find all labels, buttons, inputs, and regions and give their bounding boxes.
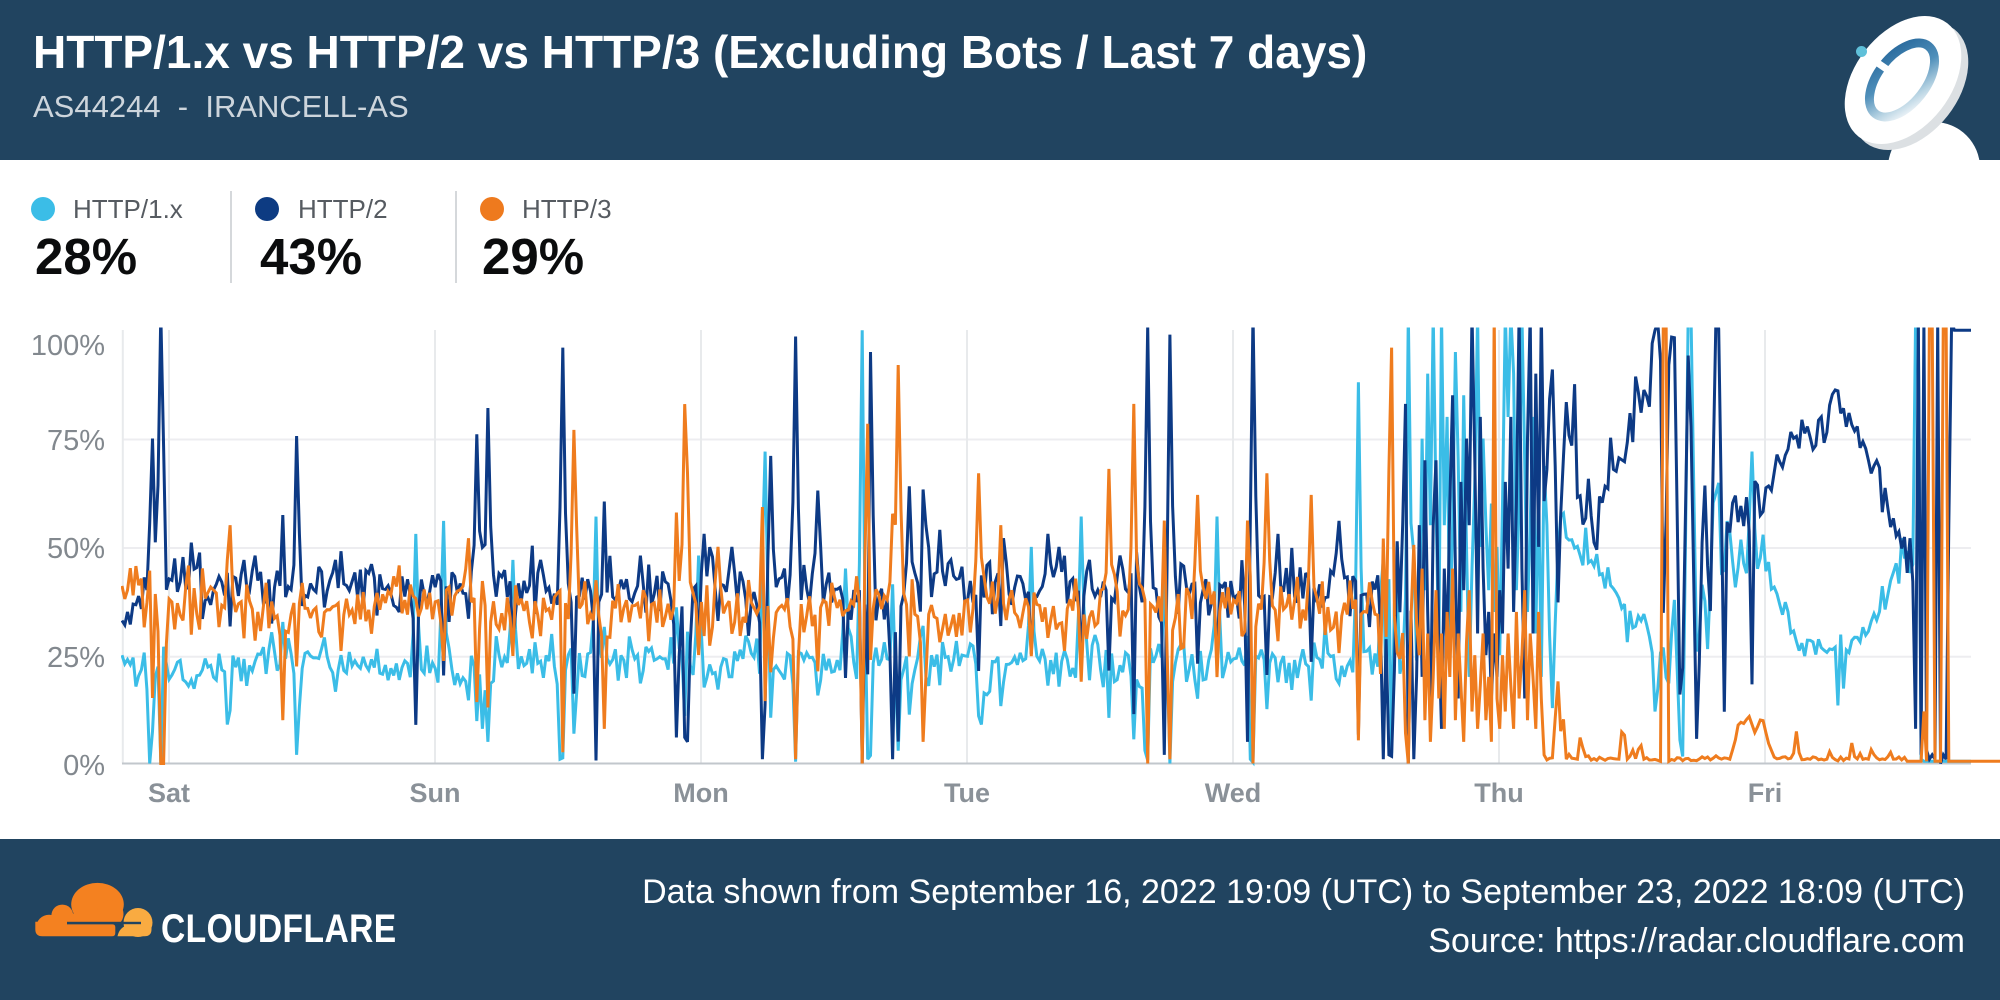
svg-text:Sat: Sat	[148, 778, 190, 808]
svg-text:Mon: Mon	[673, 778, 728, 808]
svg-text:50%: 50%	[47, 533, 105, 565]
svg-text:Sun: Sun	[410, 778, 461, 808]
svg-text:Tue: Tue	[944, 778, 990, 808]
svg-text:75%: 75%	[47, 425, 105, 457]
svg-text:Wed: Wed	[1205, 778, 1262, 808]
svg-text:Thu: Thu	[1474, 778, 1523, 808]
svg-text:Fri: Fri	[1748, 778, 1783, 808]
svg-text:25%: 25%	[47, 642, 105, 674]
svg-text:0%: 0%	[63, 750, 105, 782]
svg-text:100%: 100%	[31, 330, 105, 362]
